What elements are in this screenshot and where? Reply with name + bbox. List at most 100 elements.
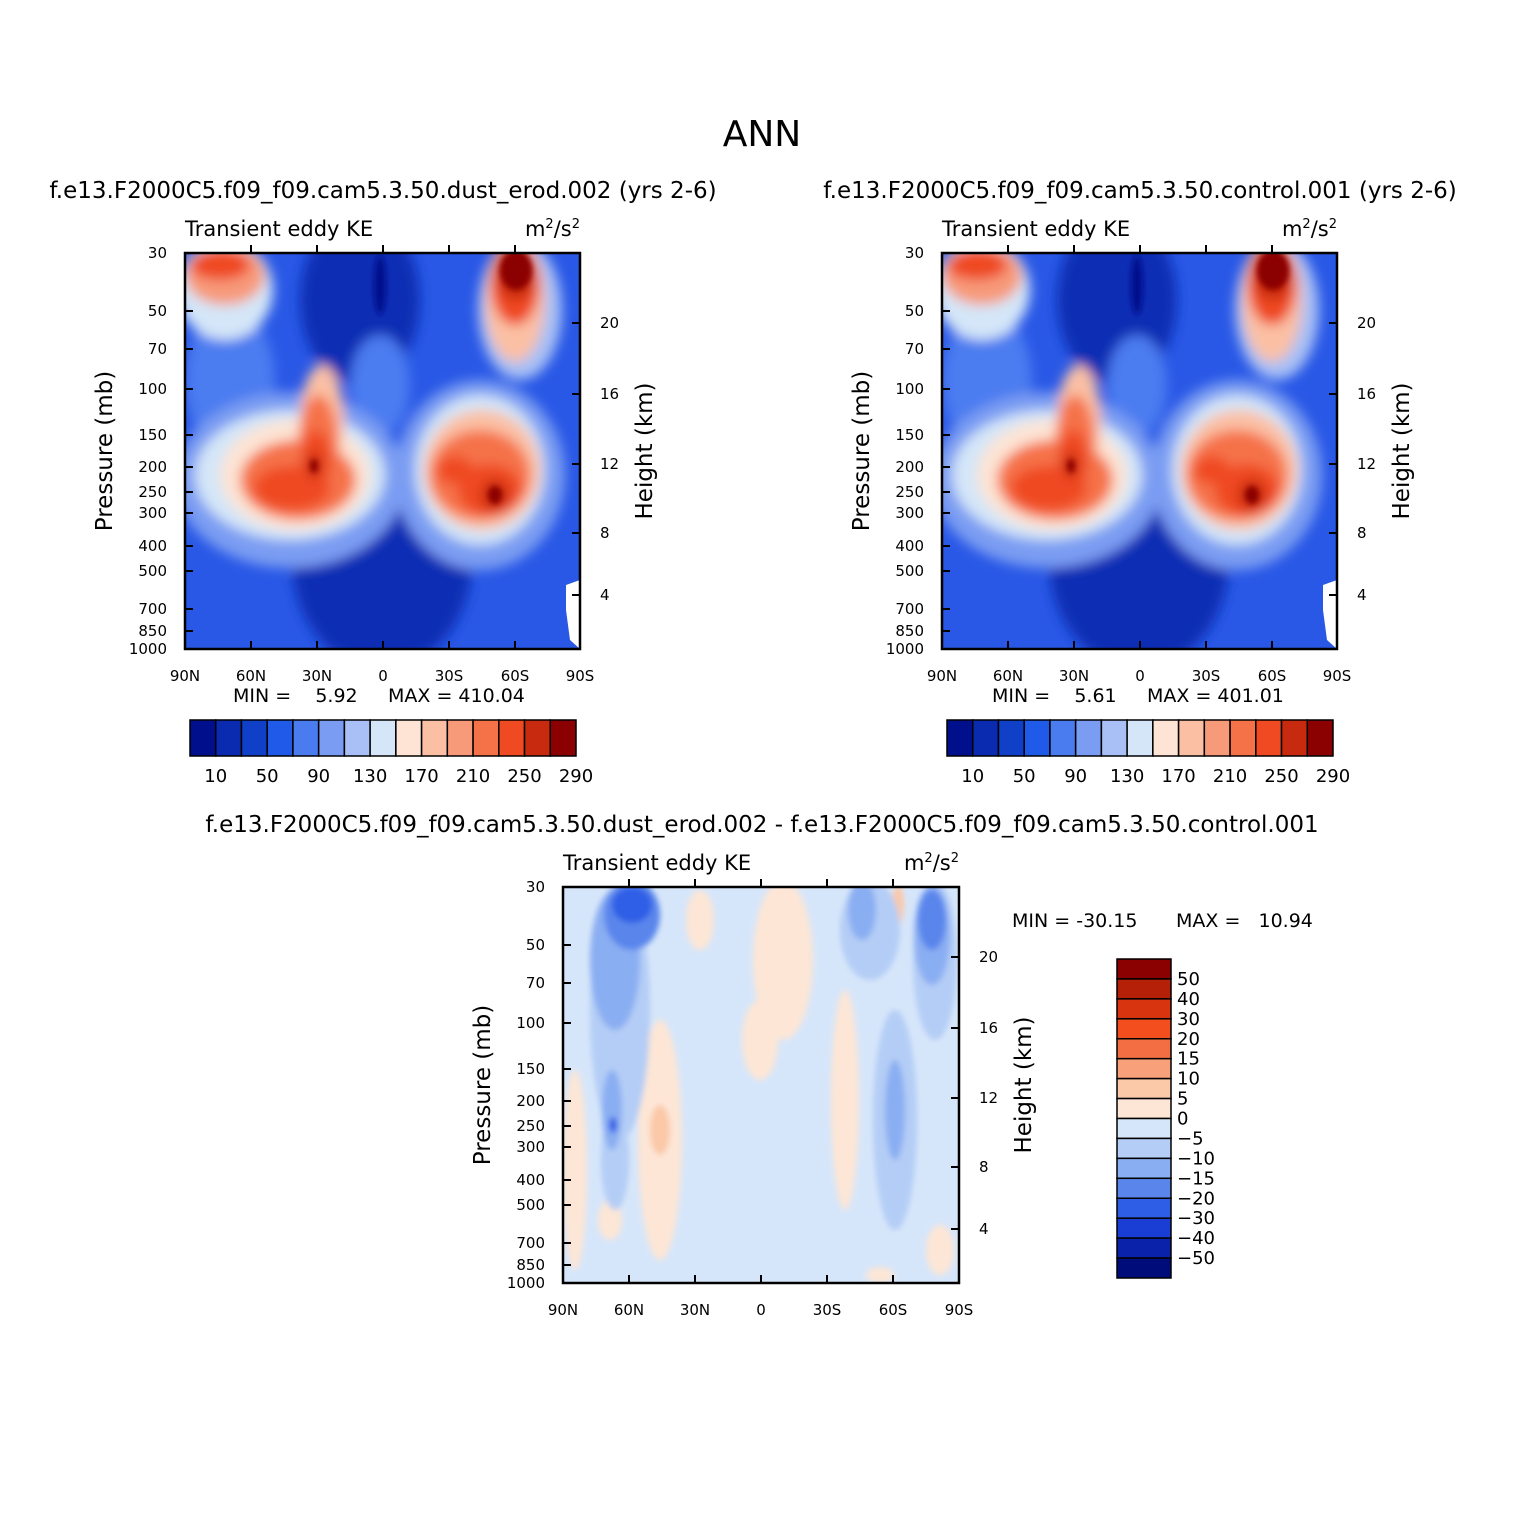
p2-lat-tick: 30S	[1192, 667, 1221, 685]
colorbar-swatch	[1116, 1117, 1172, 1140]
colorbar-tick-label: −40	[1177, 1228, 1215, 1249]
p2-lat-tick: 30N	[1059, 667, 1089, 685]
colorbar-swatch	[498, 719, 526, 757]
p1-pres-tick: 500	[138, 562, 167, 580]
p2-lat-tick: 60N	[993, 667, 1023, 685]
colorbar-tick-label: 210	[1213, 766, 1247, 787]
colorbar-tick-label: −50	[1177, 1248, 1215, 1269]
p2-pres-tick: 850	[895, 622, 924, 640]
colorbar-swatch	[446, 719, 474, 757]
p1-lat-tick: 30N	[302, 667, 332, 685]
p1-height-tick: 4	[600, 586, 610, 604]
p2-pres-tick: 700	[895, 600, 924, 618]
p1-pres-tick: 100	[138, 380, 167, 398]
colorbar-swatch	[189, 719, 217, 757]
panel-3-field	[563, 887, 959, 1283]
p2-pres-tick: 70	[905, 340, 924, 358]
colorbar-swatch	[1280, 719, 1309, 757]
p1-height-tick: 20	[600, 314, 619, 332]
p3-height-tick: 4	[979, 1220, 989, 1238]
p3-height-tick: 16	[979, 1019, 998, 1037]
panel-2-units: m2/s2	[1282, 217, 1337, 241]
p2-height-tick: 20	[1357, 314, 1376, 332]
colorbar-tick-label: 290	[1316, 766, 1350, 787]
colorbar-tick-label: 10	[1177, 1069, 1200, 1090]
colorbar-swatch	[1116, 1137, 1172, 1160]
colorbar-swatch	[317, 719, 346, 757]
panel-3-subtitle: f.e13.F2000C5.f09_f09.cam5.3.50.dust_ero…	[205, 812, 1318, 838]
colorbar-swatch	[1116, 1177, 1172, 1199]
colorbar-swatch	[1116, 1237, 1172, 1259]
p1-pres-tick: 150	[138, 426, 167, 444]
panel-3-left-label: Transient eddy KE	[562, 851, 751, 875]
colorbar-swatch	[240, 719, 268, 757]
colorbar-tick-label: 290	[559, 766, 593, 787]
p3-pres-tick: 150	[516, 1060, 545, 1078]
p3-lat-tick: 30S	[813, 1301, 842, 1319]
colorbar-swatch	[343, 719, 371, 757]
colorbar-tick-label: 5	[1177, 1089, 1188, 1110]
p2-ylabel: Pressure (mb)	[849, 371, 875, 531]
p3-pres-tick: 50	[526, 936, 545, 954]
p3-height-tick: 8	[979, 1158, 989, 1176]
p3-pres-tick: 400	[516, 1171, 545, 1189]
p2-pres-tick: 150	[895, 426, 924, 444]
p1-pres-tick: 50	[148, 302, 167, 320]
colorbar-tick-label: −15	[1177, 1168, 1215, 1189]
p3-pres-tick: 100	[516, 1014, 545, 1032]
colorbar-tick-label: 50	[256, 766, 279, 787]
p3-height-tick: 20	[979, 948, 998, 966]
p1-lat-tick: 90N	[170, 667, 200, 685]
p1-lat-tick: 60S	[501, 667, 530, 685]
colorbar-tick-label: −20	[1177, 1188, 1215, 1209]
colorbar-tick-label: 15	[1177, 1049, 1200, 1070]
colorbar-swatch	[1049, 719, 1077, 757]
colorbar-tick-label: 90	[307, 766, 330, 787]
colorbar-swatch	[292, 719, 320, 757]
panel-control: f.e13.F2000C5.f09_f09.cam5.3.50.control.…	[823, 178, 1457, 787]
p2-lat-tick: 90S	[1323, 667, 1352, 685]
p3-pres-tick: 850	[516, 1256, 545, 1274]
p3-height-tick: 12	[979, 1089, 998, 1107]
p1-pres-tick: 1000	[129, 640, 167, 658]
p2-pres-tick: 30	[905, 244, 924, 262]
p1-ylabel: Pressure (mb)	[92, 371, 118, 531]
colorbar-swatch	[472, 719, 500, 757]
p2-lat-tick: 0	[1135, 667, 1145, 685]
panel-1-subtitle: f.e13.F2000C5.f09_f09.cam5.3.50.dust_ero…	[49, 178, 716, 204]
colorbar-swatch	[1152, 719, 1180, 757]
colorbar-swatch	[1116, 1077, 1172, 1100]
p3-pres-tick: 700	[516, 1234, 545, 1252]
colorbar-tick-label: 20	[1177, 1029, 1200, 1050]
p3-lat-tick: 30N	[680, 1301, 710, 1319]
panel-1-units: m2/s2	[525, 217, 580, 241]
p2-y2label: Height (km)	[1389, 382, 1415, 519]
p1-pres-tick: 700	[138, 600, 167, 618]
panel-2-left-label: Transient eddy KE	[941, 217, 1130, 241]
colorbar-swatch	[1116, 978, 1172, 1000]
colorbar-tick-label: 50	[1013, 766, 1036, 787]
colorbar-tick-label: 170	[1161, 766, 1195, 787]
p1-max: MAX = 410.04	[388, 685, 525, 707]
p2-colorbar: 10 50 90 130 170 210 250 290	[946, 719, 1350, 787]
p1-pres-tick: 300	[138, 504, 167, 522]
colorbar-swatch	[1116, 1157, 1172, 1180]
panel-1-left-label: Transient eddy KE	[184, 217, 373, 241]
p3-pres-tick: 30	[526, 878, 545, 896]
colorbar-tick-label: −10	[1177, 1148, 1215, 1169]
p3-pres-tick: 300	[516, 1138, 545, 1156]
colorbar-swatch	[997, 719, 1025, 757]
colorbar-swatch	[1023, 719, 1051, 757]
p3-lat-tick: 90S	[945, 1301, 974, 1319]
p1-pres-tick: 400	[138, 537, 167, 555]
p1-pres-tick: 200	[138, 458, 167, 476]
colorbar-swatch	[1116, 1217, 1172, 1239]
colorbar-swatch	[1116, 1018, 1172, 1040]
colorbar-tick-label: 90	[1064, 766, 1087, 787]
colorbar-tick-label: 10	[961, 766, 984, 787]
figure-title: ANN	[723, 114, 802, 155]
p1-height-tick: 16	[600, 385, 619, 403]
p3-pres-tick: 200	[516, 1092, 545, 1110]
p1-pres-tick: 250	[138, 483, 167, 501]
